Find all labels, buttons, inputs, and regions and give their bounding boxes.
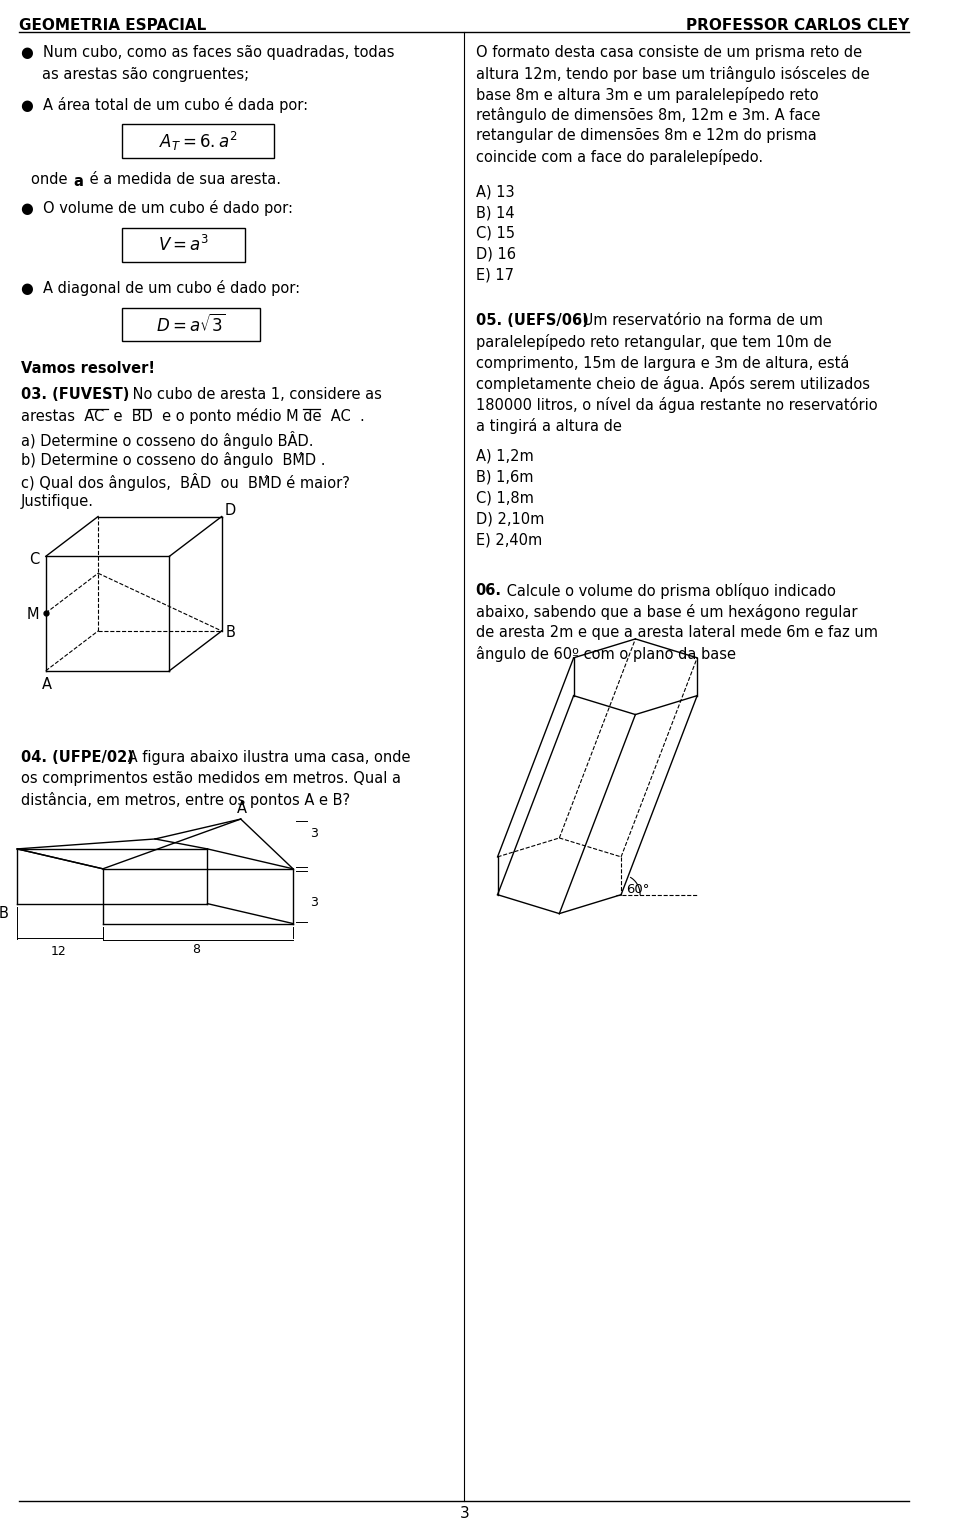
- Text: B: B: [0, 906, 8, 920]
- Text: Calcule o volume do prisma oblíquo indicado: Calcule o volume do prisma oblíquo indic…: [502, 583, 836, 599]
- Text: coincide com a face do paralelepípedo.: coincide com a face do paralelepípedo.: [475, 149, 763, 166]
- Bar: [122, 125, 274, 158]
- Text: altura 12m, tendo por base um triângulo isósceles de: altura 12m, tendo por base um triângulo …: [475, 65, 869, 82]
- Text: 180000 litros, o nível da água restante no reservatório: 180000 litros, o nível da água restante …: [475, 398, 877, 413]
- Text: ●  A diagonal de um cubo é dado por:: ● A diagonal de um cubo é dado por:: [21, 280, 300, 295]
- Text: E) 17: E) 17: [475, 268, 514, 283]
- Text: E) 2,40m: E) 2,40m: [475, 533, 541, 547]
- Text: GEOMETRIA ESPACIAL: GEOMETRIA ESPACIAL: [19, 18, 206, 34]
- Text: D: D: [225, 503, 236, 518]
- Text: b) Determine o cosseno do ângulo  BM̂D .: b) Determine o cosseno do ângulo BM̂D .: [21, 452, 325, 468]
- Text: O formato desta casa consiste de um prisma reto de: O formato desta casa consiste de um pris…: [475, 44, 862, 59]
- Text: a) Determine o cosseno do ângulo BÂD.: a) Determine o cosseno do ângulo BÂD.: [21, 431, 314, 449]
- Text: Um reservatório na forma de um: Um reservatório na forma de um: [578, 314, 824, 329]
- Text: C) 15: C) 15: [475, 225, 515, 241]
- Text: A: A: [42, 676, 52, 691]
- Text: retangular de dimensões 8m e 12m do prisma: retangular de dimensões 8m e 12m do pris…: [475, 128, 816, 143]
- Text: 8: 8: [192, 943, 201, 956]
- Text: 03. (FUVEST): 03. (FUVEST): [21, 387, 130, 402]
- Text: ●  Num cubo, como as faces são quadradas, todas: ● Num cubo, como as faces são quadradas,…: [21, 44, 395, 59]
- Text: A) 1,2m: A) 1,2m: [475, 449, 534, 465]
- Text: PROFESSOR CARLOS CLEY: PROFESSOR CARLOS CLEY: [686, 18, 909, 34]
- Text: onde: onde: [31, 172, 72, 187]
- Text: D) 16: D) 16: [475, 247, 516, 262]
- Text: 06.: 06.: [475, 583, 502, 599]
- Text: No cubo de aresta 1, considere as: No cubo de aresta 1, considere as: [128, 387, 381, 402]
- Text: B) 14: B) 14: [475, 206, 515, 219]
- Text: ●  O volume de um cubo é dado por:: ● O volume de um cubo é dado por:: [21, 200, 293, 216]
- Text: M: M: [27, 608, 39, 621]
- Text: 3: 3: [310, 896, 318, 909]
- Text: ângulo de 60º com o plano da base: ângulo de 60º com o plano da base: [475, 646, 735, 663]
- Text: 60°: 60°: [626, 883, 649, 896]
- Bar: [122, 228, 246, 262]
- Text: a tingirá a altura de: a tingirá a altura de: [475, 417, 621, 434]
- Bar: [122, 308, 260, 341]
- Text: ●  A área total de um cubo é dada por:: ● A área total de um cubo é dada por:: [21, 96, 308, 113]
- Text: $V = a^3$: $V = a^3$: [158, 235, 209, 254]
- Text: 3: 3: [310, 827, 318, 841]
- Text: C: C: [29, 553, 39, 568]
- Text: B: B: [226, 624, 235, 640]
- Text: de aresta 2m e que a aresta lateral mede 6m e faz um: de aresta 2m e que a aresta lateral mede…: [475, 624, 877, 640]
- Text: C) 1,8m: C) 1,8m: [475, 490, 534, 506]
- Text: é a medida de sua aresta.: é a medida de sua aresta.: [84, 172, 280, 187]
- Text: comprimento, 15m de largura e 3m de altura, está: comprimento, 15m de largura e 3m de altu…: [475, 355, 849, 372]
- Text: 12: 12: [51, 946, 66, 958]
- Text: retângulo de dimensões 8m, 12m e 3m. A face: retângulo de dimensões 8m, 12m e 3m. A f…: [475, 108, 820, 123]
- Text: A) 13: A) 13: [475, 184, 515, 200]
- Text: 04. (UFPE/02): 04. (UFPE/02): [21, 751, 134, 766]
- Text: $A_T = 6.a^2$: $A_T = 6.a^2$: [158, 129, 237, 152]
- Text: a: a: [73, 174, 84, 189]
- Text: completamente cheio de água. Após serem utilizados: completamente cheio de água. Após serem …: [475, 376, 870, 393]
- Text: as arestas são congruentes;: as arestas são congruentes;: [42, 67, 249, 82]
- Text: c) Qual dos ângulos,  BÂD  ou  BM̂D é maior?: c) Qual dos ângulos, BÂD ou BM̂D é maior…: [21, 472, 350, 490]
- Text: abaixo, sabendo que a base é um hexágono regular: abaixo, sabendo que a base é um hexágono…: [475, 605, 857, 620]
- Text: arestas  AC  e  BD  e o ponto médio M de  AC  .: arestas AC e BD e o ponto médio M de AC …: [21, 408, 365, 423]
- Text: 05. (UEFS/06): 05. (UEFS/06): [475, 314, 588, 329]
- Text: A: A: [237, 801, 247, 816]
- Text: os comprimentos estão medidos em metros. Qual a: os comprimentos estão medidos em metros.…: [21, 771, 401, 786]
- Text: A figura abaixo ilustra uma casa, onde: A figura abaixo ilustra uma casa, onde: [123, 751, 410, 766]
- Text: distância, em metros, entre os pontos A e B?: distância, em metros, entre os pontos A …: [21, 792, 350, 809]
- Text: 3: 3: [459, 1506, 469, 1521]
- Text: Justifique.: Justifique.: [21, 493, 94, 509]
- Text: D) 2,10m: D) 2,10m: [475, 512, 544, 527]
- Text: $D = a\sqrt{3}$: $D = a\sqrt{3}$: [156, 314, 226, 335]
- Text: paralelepípedo reto retangular, que tem 10m de: paralelepípedo reto retangular, que tem …: [475, 335, 831, 350]
- Text: Vamos resolver!: Vamos resolver!: [21, 361, 156, 376]
- Text: base 8m e altura 3m e um paralelepípedo reto: base 8m e altura 3m e um paralelepípedo …: [475, 87, 818, 102]
- Text: B) 1,6m: B) 1,6m: [475, 469, 533, 484]
